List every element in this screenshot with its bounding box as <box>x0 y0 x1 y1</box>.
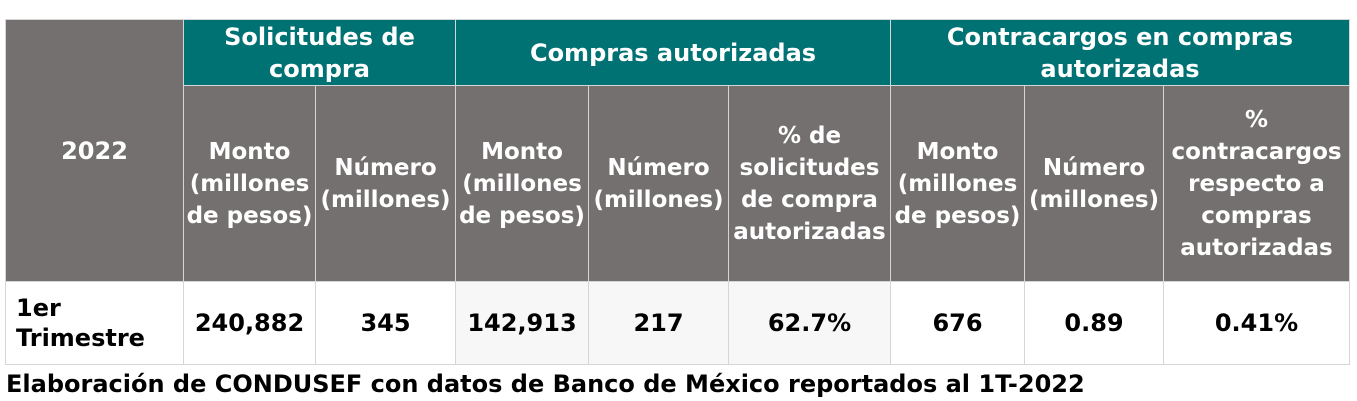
group-header-row: 2022 Solicitudes de compra Compras autor… <box>5 19 1350 282</box>
cell-sol-numero: 345 <box>315 281 456 365</box>
cell-cc-monto: 676 <box>890 281 1025 365</box>
group-header-compras: Compras autorizadas <box>455 19 891 86</box>
column-header-row: Monto (millones de pesos) Número (millon… <box>6 85 1350 282</box>
cell-cc-numero: 0.89 <box>1024 281 1164 365</box>
group-header-contracargos: Contracargos en compras autorizadas <box>890 19 1350 86</box>
column-header-cc-monto: Monto (millones de pesos) <box>890 85 1025 282</box>
cell-cc-pct: 0.41% <box>1163 281 1350 365</box>
column-header-cc-pct: % contracargos respecto a compras autori… <box>1163 85 1350 282</box>
source-caption: Elaboración de CONDUSEF con datos de Ban… <box>6 370 1085 398</box>
table-row: 1er Trimestre 240,882 345 142,913 217 62… <box>5 281 1350 365</box>
column-header-cc-numero: Número (millones) <box>1024 85 1164 282</box>
statistics-table: 2022 Solicitudes de compra Compras autor… <box>5 19 1350 365</box>
column-header-comp-pct: % de solicitudes de compra autorizadas <box>728 85 891 282</box>
column-header-sol-numero: Número (millones) <box>315 85 456 282</box>
column-header-comp-monto: Monto (millones de pesos) <box>455 85 589 282</box>
cell-sol-monto: 240,882 <box>183 281 316 365</box>
cell-comp-monto: 142,913 <box>455 281 589 365</box>
row-label: 1er Trimestre <box>5 281 184 365</box>
column-header-comp-numero: Número (millones) <box>588 85 729 282</box>
cell-comp-pct: 62.7% <box>728 281 891 365</box>
cell-comp-numero: 217 <box>588 281 729 365</box>
column-header-sol-monto: Monto (millones de pesos) <box>183 85 316 282</box>
group-header-solicitudes: Solicitudes de compra <box>183 19 456 86</box>
year-header: 2022 <box>5 19 184 282</box>
